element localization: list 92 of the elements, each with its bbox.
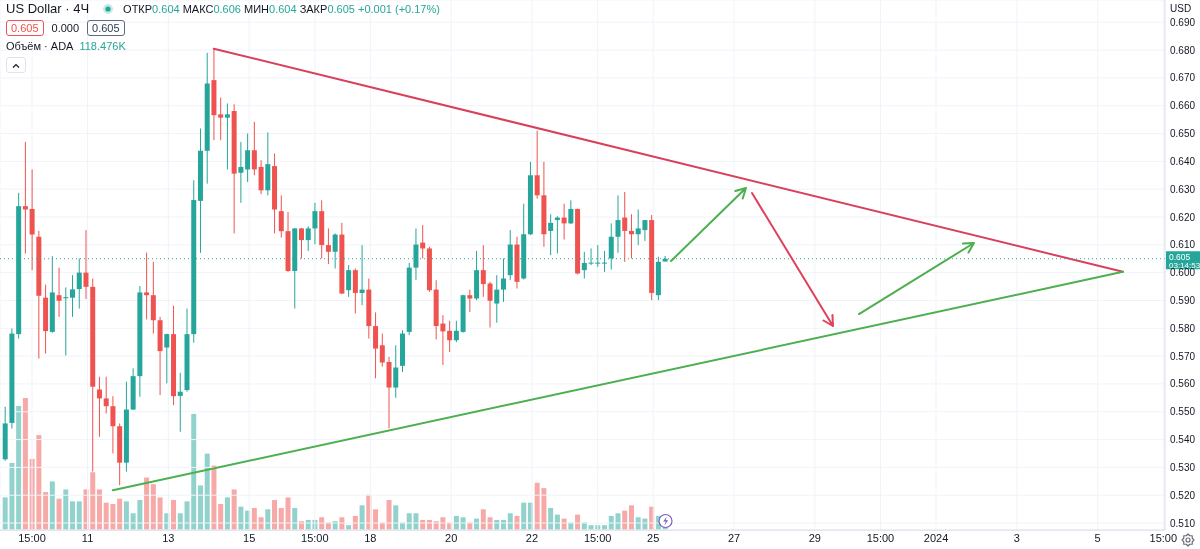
x-tick-label: 29 [808, 531, 821, 544]
chart-subtitle: ОТКР0.604 МАКС0.606 МИН0.604 ЗАКР0.605 +0.001 (+0.17%) [123, 2, 440, 15]
x-tick-label: 15:00 [583, 531, 612, 544]
bar [150, 483, 156, 530]
y-tick-label: 0.680 [1170, 44, 1196, 56]
candlestick [83, 229, 89, 300]
bar [96, 488, 102, 530]
bar [22, 397, 28, 530]
y-tick-label: 0.540 [1170, 434, 1196, 446]
bar [231, 488, 237, 530]
bar [157, 496, 163, 530]
candlestick [622, 191, 628, 263]
ref-line-label: 0.605 [1169, 252, 1191, 263]
x-tick-label: 11 [81, 531, 94, 544]
candlestick [312, 202, 318, 245]
y-tick-label: 0.590 [1170, 295, 1196, 307]
candlestick [298, 227, 304, 259]
candlestick [245, 133, 251, 183]
x-tick-label: 25 [647, 531, 660, 544]
x-tick-label: 15 [243, 531, 256, 544]
x-tick-label: 3 [1013, 531, 1020, 544]
bar [90, 471, 96, 530]
x-tick-label: 15:00 [866, 531, 895, 544]
y-tick-label: 0.610 [1170, 239, 1196, 251]
candlestick [373, 311, 379, 379]
candlestick [305, 225, 311, 252]
candlestick [480, 244, 486, 298]
x-tick-label: 15:00 [18, 531, 46, 544]
y-tick-label: 0.580 [1170, 322, 1196, 334]
candlestick [218, 97, 224, 141]
x-tick-label: 27 [727, 531, 741, 544]
y-tick-label: 0.670 [1170, 72, 1196, 84]
y-tick-label: 0.640 [1170, 155, 1196, 167]
bar [224, 496, 230, 530]
x-tick-label: 13 [162, 531, 175, 544]
candlestick [70, 274, 76, 318]
candlestick [224, 103, 230, 170]
y-tick-label: 0.550 [1170, 406, 1196, 418]
candlestick [177, 372, 183, 433]
x-tick-label: 15:00 [1149, 531, 1178, 544]
candlestick [447, 320, 453, 353]
price-field: 0.605 [87, 19, 125, 36]
chart-title: US Dollar · 4Ч [6, 1, 90, 16]
annotation: Объём · ADA [6, 40, 74, 54]
candlestick [548, 213, 554, 256]
candlestick [258, 159, 264, 195]
x-tick-label: 15:00 [301, 531, 329, 544]
candlestick [144, 252, 150, 320]
candlestick [164, 333, 170, 384]
candlestick [346, 264, 352, 298]
candlestick [325, 227, 331, 265]
candlestick [56, 267, 62, 318]
candlestick [251, 121, 257, 176]
x-tick-label: 20 [445, 531, 458, 544]
candlestick [453, 320, 459, 343]
y-tick-label: 0.660 [1170, 100, 1196, 112]
bar [16, 405, 22, 530]
y-tick-label: 0.510 [1170, 517, 1196, 529]
candlestick [278, 194, 284, 239]
bar [197, 484, 203, 530]
x-tick-label: 18 [364, 531, 377, 544]
y-axis-title: USD [1170, 3, 1192, 14]
candlestick [615, 194, 621, 254]
x-tick-label: 2024 [923, 531, 949, 544]
y-tick-label: 0.570 [1170, 350, 1196, 362]
bar [63, 488, 69, 530]
x-tick-label: 5 [1094, 531, 1101, 544]
candlestick [534, 130, 540, 200]
y-tick-label: 0.560 [1170, 378, 1196, 390]
price-field: 0.605 [6, 19, 44, 36]
annotation: 118.476K [79, 40, 126, 54]
candlestick [352, 267, 358, 315]
annotation: 0.000 [50, 20, 81, 35]
y-tick-label: 0.620 [1170, 211, 1196, 223]
y-tick-label: 0.530 [1170, 461, 1196, 473]
candlestick [487, 281, 493, 328]
candlestick [494, 274, 500, 324]
y-tick-label: 0.650 [1170, 128, 1196, 140]
candlestick [379, 333, 385, 368]
candlestick [568, 199, 574, 225]
x-tick-label: 22 [525, 531, 539, 544]
candlestick [238, 141, 244, 204]
candlestick [110, 395, 116, 454]
y-tick-label: 0.520 [1170, 489, 1196, 501]
bar [204, 453, 210, 530]
y-tick-label: 0.690 [1170, 16, 1196, 28]
bar [49, 480, 55, 530]
y-tick-label: 0.630 [1170, 183, 1196, 195]
bar [285, 496, 291, 530]
candlestick [393, 344, 399, 399]
candlestick [103, 376, 109, 414]
candlestick [467, 289, 473, 313]
